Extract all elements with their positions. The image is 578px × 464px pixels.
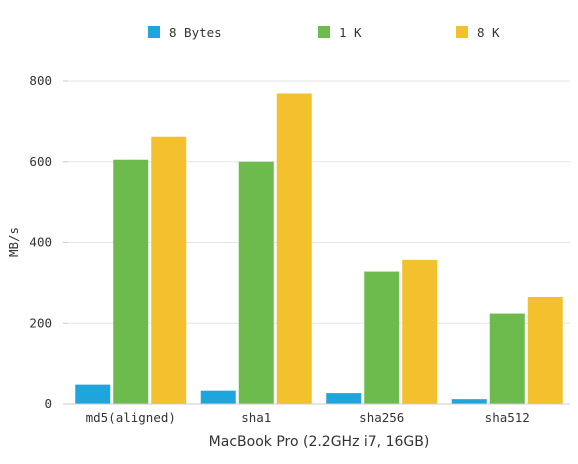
bar-sha256-1-k <box>364 271 400 404</box>
bar-sha512-8-k <box>527 297 563 404</box>
y-tick-label: 400 <box>29 235 52 250</box>
legend-swatch <box>148 26 160 38</box>
bar-sha256-8-k <box>402 259 438 404</box>
y-axis-label: MB/s <box>6 227 21 257</box>
bar-md5-aligned--8-k <box>151 136 187 404</box>
x-tick-label: sha256 <box>359 410 404 425</box>
bar-sha256-8-bytes <box>326 393 362 404</box>
bar-sha512-8-bytes <box>451 399 487 404</box>
y-tick-label: 800 <box>29 73 52 88</box>
legend-swatch <box>318 26 330 38</box>
legend-label: 1 K <box>339 25 362 40</box>
legend-swatch <box>456 26 468 38</box>
x-axis: md5(aligned) sha1 sha256 sha512 <box>68 403 570 425</box>
x-tick-label: md5(aligned) <box>86 410 176 425</box>
bars <box>75 93 563 405</box>
bar-sha512-1-k <box>489 313 525 404</box>
x-tick-label: sha1 <box>241 410 271 425</box>
bar-sha1-1-k <box>238 161 274 404</box>
bar-sha1-8-k <box>276 93 312 405</box>
x-tick-label: sha512 <box>485 410 530 425</box>
bar-md5-aligned--1-k <box>113 159 149 404</box>
bar-sha1-8-bytes <box>200 390 236 404</box>
y-axis: 0 200 400 600 800 <box>29 73 68 411</box>
legend: 8 Bytes 1 K 8 K <box>148 25 500 40</box>
legend-label: 8 Bytes <box>169 25 222 40</box>
x-axis-label: MacBook Pro (2.2GHz i7, 16GB) <box>209 434 430 450</box>
y-tick-label: 0 <box>44 396 52 411</box>
y-tick-label: 600 <box>29 154 52 169</box>
legend-label: 8 K <box>477 25 500 40</box>
y-tick-label: 200 <box>29 315 52 330</box>
bar-md5-aligned--8-bytes <box>75 384 111 404</box>
